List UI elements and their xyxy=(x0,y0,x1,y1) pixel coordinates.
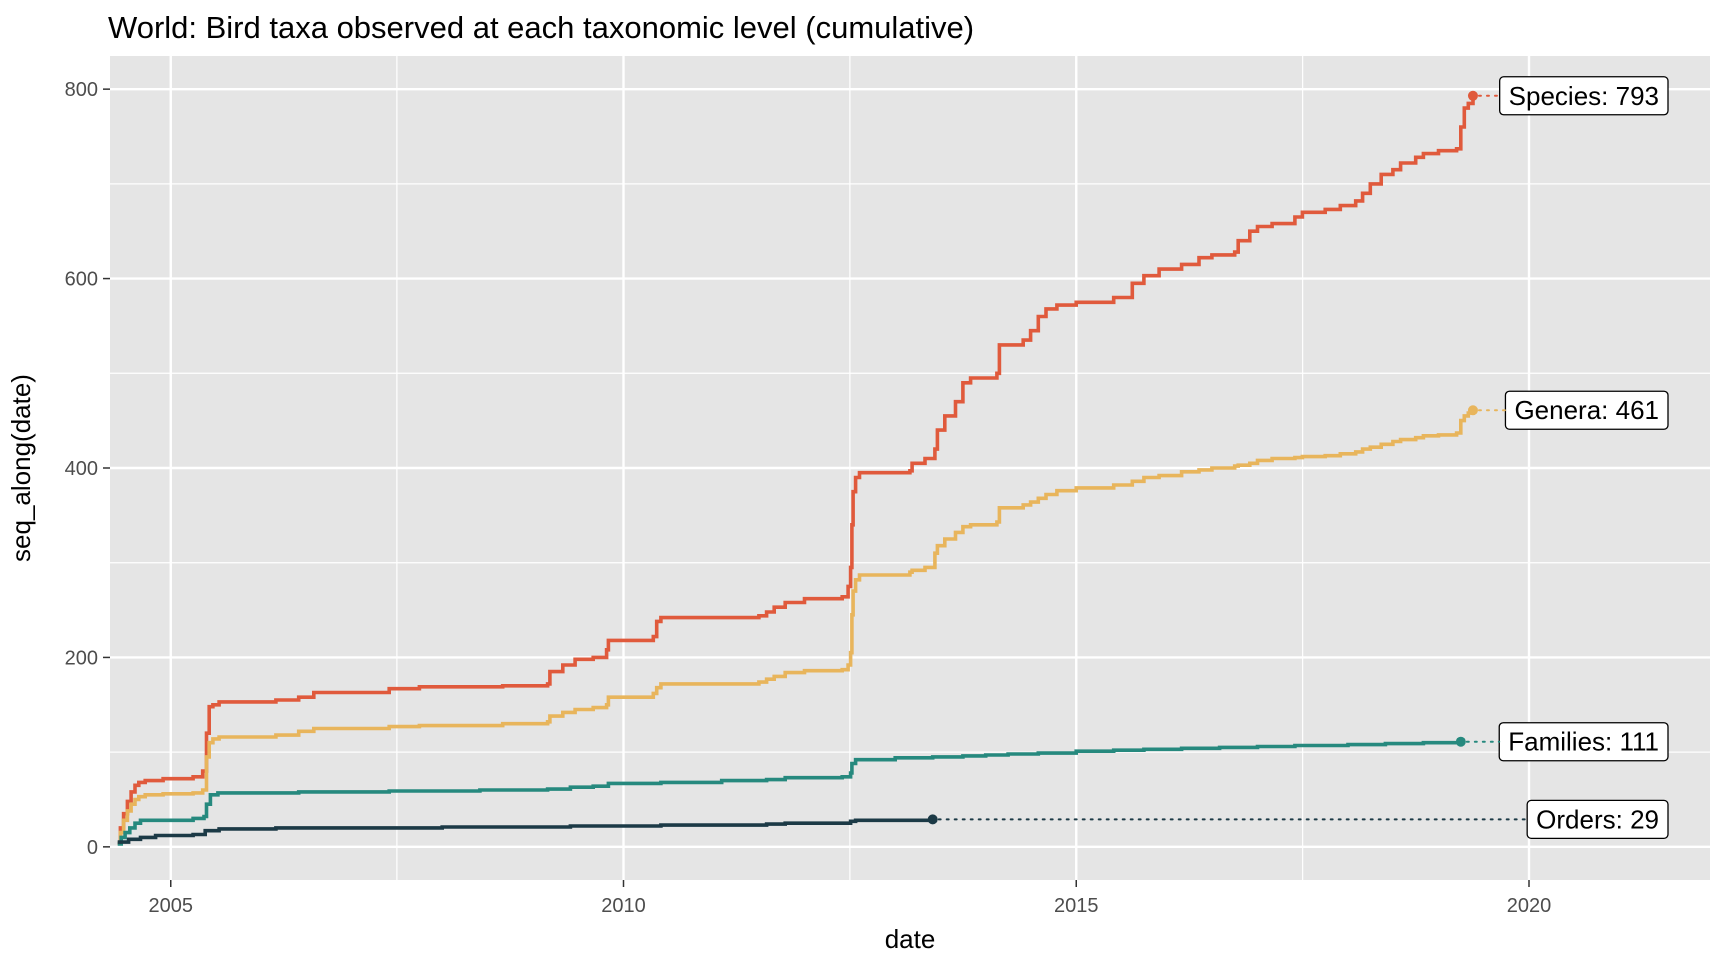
y-axis: 0 200 400 600 800 xyxy=(65,79,110,859)
tick-label-x-2005: 2005 xyxy=(148,895,193,917)
y-axis-title: seq_along(date) xyxy=(6,374,36,562)
series-endpoint-1 xyxy=(1467,405,1478,416)
series-line-2 xyxy=(117,740,1463,846)
callout-label-0: Species: 793 xyxy=(1509,81,1659,111)
series-endpoint-0 xyxy=(1467,90,1478,101)
tick-label-y-400: 400 xyxy=(65,458,98,480)
series-endpoint-2 xyxy=(1455,736,1466,747)
series-line-0 xyxy=(117,95,1475,845)
tick-label-y-600: 600 xyxy=(65,269,98,291)
chart-title: World: Bird taxa observed at each taxono… xyxy=(108,10,974,45)
series-lines xyxy=(117,90,1478,846)
series-line-3 xyxy=(117,818,935,844)
callout-box-0 xyxy=(1499,76,1669,116)
tick-label-y-800: 800 xyxy=(65,79,98,101)
series-endpoint-3 xyxy=(927,814,938,825)
tick-label-x-2015: 2015 xyxy=(1054,895,1099,917)
callout-label-2: Families: 111 xyxy=(1508,727,1659,757)
tick-label-x-2020: 2020 xyxy=(1507,895,1552,917)
tick-label-y-0: 0 xyxy=(87,837,98,859)
series-line-1 xyxy=(117,410,1475,845)
tick-label-y-200: 200 xyxy=(65,647,98,669)
x-axis-title: date xyxy=(885,924,936,954)
callout-label-1: Genera: 461 xyxy=(1514,395,1659,425)
tick-label-x-2010: 2010 xyxy=(601,895,646,917)
callout-label-3: Orders: 29 xyxy=(1536,804,1659,834)
series-callouts: Species: 793 Genera: 461 Families: 111 Orde… xyxy=(937,76,1669,840)
callout-box-3 xyxy=(1526,799,1669,840)
major-gridlines xyxy=(110,56,1710,880)
x-axis: 2005 2010 2015 2020 xyxy=(148,880,1551,917)
